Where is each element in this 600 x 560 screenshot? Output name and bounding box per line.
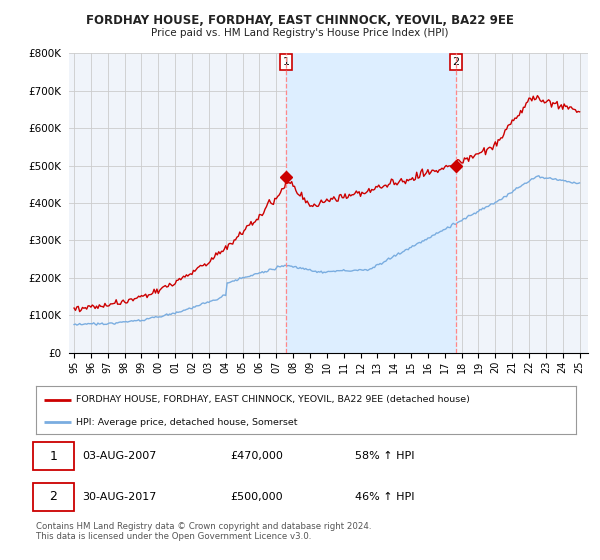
Text: 2: 2 <box>50 491 58 503</box>
Text: 2: 2 <box>452 57 460 67</box>
Text: 58% ↑ HPI: 58% ↑ HPI <box>355 451 414 461</box>
Text: HPI: Average price, detached house, Somerset: HPI: Average price, detached house, Some… <box>77 418 298 427</box>
FancyBboxPatch shape <box>34 483 74 511</box>
Text: £470,000: £470,000 <box>230 451 283 461</box>
Text: FORDHAY HOUSE, FORDHAY, EAST CHINNOCK, YEOVIL, BA22 9EE: FORDHAY HOUSE, FORDHAY, EAST CHINNOCK, Y… <box>86 14 514 27</box>
Text: Contains HM Land Registry data © Crown copyright and database right 2024.
This d: Contains HM Land Registry data © Crown c… <box>36 522 371 542</box>
Text: £500,000: £500,000 <box>230 492 283 502</box>
Text: 46% ↑ HPI: 46% ↑ HPI <box>355 492 414 502</box>
Text: Price paid vs. HM Land Registry's House Price Index (HPI): Price paid vs. HM Land Registry's House … <box>151 28 449 38</box>
Bar <box>286 53 456 353</box>
Text: 03-AUG-2007: 03-AUG-2007 <box>82 451 156 461</box>
FancyBboxPatch shape <box>34 442 74 470</box>
Text: FORDHAY HOUSE, FORDHAY, EAST CHINNOCK, YEOVIL, BA22 9EE (detached house): FORDHAY HOUSE, FORDHAY, EAST CHINNOCK, Y… <box>77 395 470 404</box>
Text: 1: 1 <box>50 450 58 463</box>
Text: 30-AUG-2017: 30-AUG-2017 <box>82 492 156 502</box>
Text: 1: 1 <box>283 57 290 67</box>
